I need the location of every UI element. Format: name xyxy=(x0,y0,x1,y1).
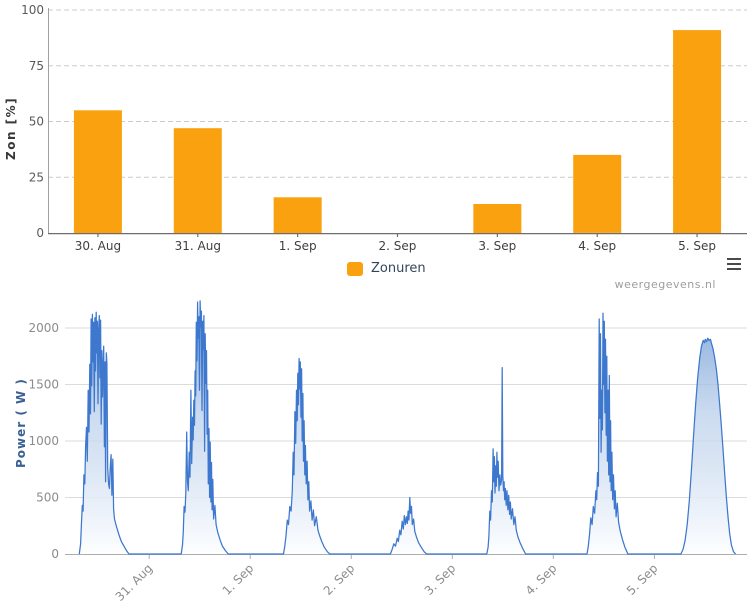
svg-text:500: 500 xyxy=(36,491,59,505)
svg-text:4. Sep: 4. Sep xyxy=(578,239,616,253)
svg-text:1. Sep: 1. Sep xyxy=(279,239,317,253)
svg-text:0: 0 xyxy=(36,226,44,240)
menu-bar xyxy=(727,263,741,265)
svg-text:31. Aug: 31. Aug xyxy=(113,561,156,604)
svg-text:100: 100 xyxy=(21,3,44,17)
svg-text:2. Sep: 2. Sep xyxy=(379,239,417,253)
svg-text:0: 0 xyxy=(51,547,59,561)
area-chart-canvas: 0 500 1000 1500 2000 31. Aug 1. Sep 2. Sep 3. Se… xyxy=(28,300,747,604)
svg-text:4. Sep: 4. Sep xyxy=(523,561,560,598)
svg-text:30. Aug: 30. Aug xyxy=(75,239,121,253)
menu-bar xyxy=(727,258,741,260)
svg-text:3. Sep: 3. Sep xyxy=(422,561,459,598)
svg-text:5. Sep: 5. Sep xyxy=(678,239,716,253)
svg-text:31. Aug: 31. Aug xyxy=(175,239,221,253)
hamburger-menu-icon[interactable] xyxy=(727,258,741,273)
svg-text:5. Sep: 5. Sep xyxy=(624,561,661,598)
svg-text:50: 50 xyxy=(29,115,44,129)
watermark-text: weergegevens.nl xyxy=(614,278,716,291)
legend-item-zonuren[interactable]: Zonuren xyxy=(347,261,426,276)
svg-text:2000: 2000 xyxy=(28,321,59,335)
bar-chart-canvas: 0 25 50 75 100 30. Aug 31. Aug 1. Sep 2. Sep 3. S… xyxy=(21,3,747,253)
svg-text:25: 25 xyxy=(29,170,44,184)
legend-swatch-icon xyxy=(347,261,363,276)
menu-bar xyxy=(727,268,741,270)
svg-text:1500: 1500 xyxy=(28,378,59,392)
svg-text:75: 75 xyxy=(29,59,44,73)
svg-text:1. Sep: 1. Sep xyxy=(220,561,257,598)
legend-label: Zonuren xyxy=(371,261,426,276)
svg-text:2. Sep: 2. Sep xyxy=(321,561,358,598)
svg-text:1000: 1000 xyxy=(28,434,59,448)
svg-text:3. Sep: 3. Sep xyxy=(478,239,516,253)
